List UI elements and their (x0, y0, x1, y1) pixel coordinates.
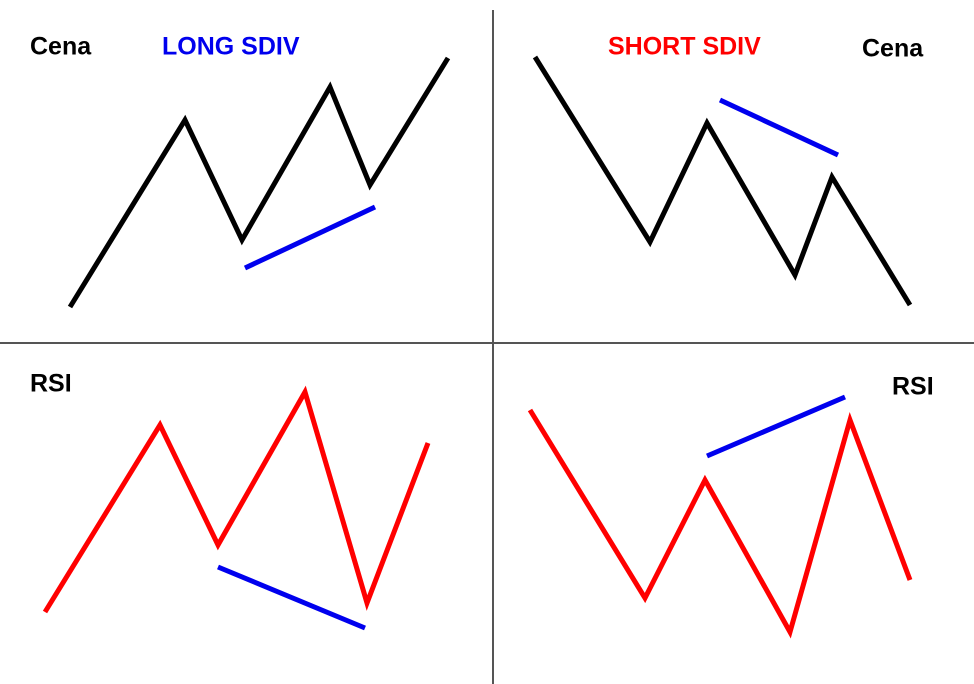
price-label: Cena (862, 35, 924, 63)
trend-line (217, 564, 366, 631)
trend-line (243, 204, 377, 271)
price-line (67, 56, 451, 309)
long-title: LONG SDIV (162, 33, 300, 61)
rsi-label: RSI (30, 370, 72, 398)
rsi-line (527, 408, 913, 639)
rsi-line (42, 385, 431, 614)
trend-line (718, 97, 840, 158)
short-title: SHORT SDIV (608, 33, 761, 61)
price-line (532, 55, 913, 307)
price-label: Cena (30, 33, 92, 61)
trend-line (706, 394, 846, 459)
rsi-label: RSI (892, 373, 934, 401)
